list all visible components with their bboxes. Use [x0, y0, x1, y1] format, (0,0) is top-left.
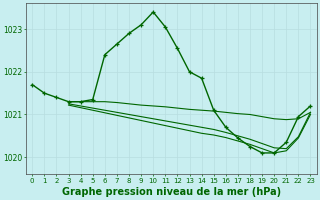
X-axis label: Graphe pression niveau de la mer (hPa): Graphe pression niveau de la mer (hPa): [62, 187, 281, 197]
